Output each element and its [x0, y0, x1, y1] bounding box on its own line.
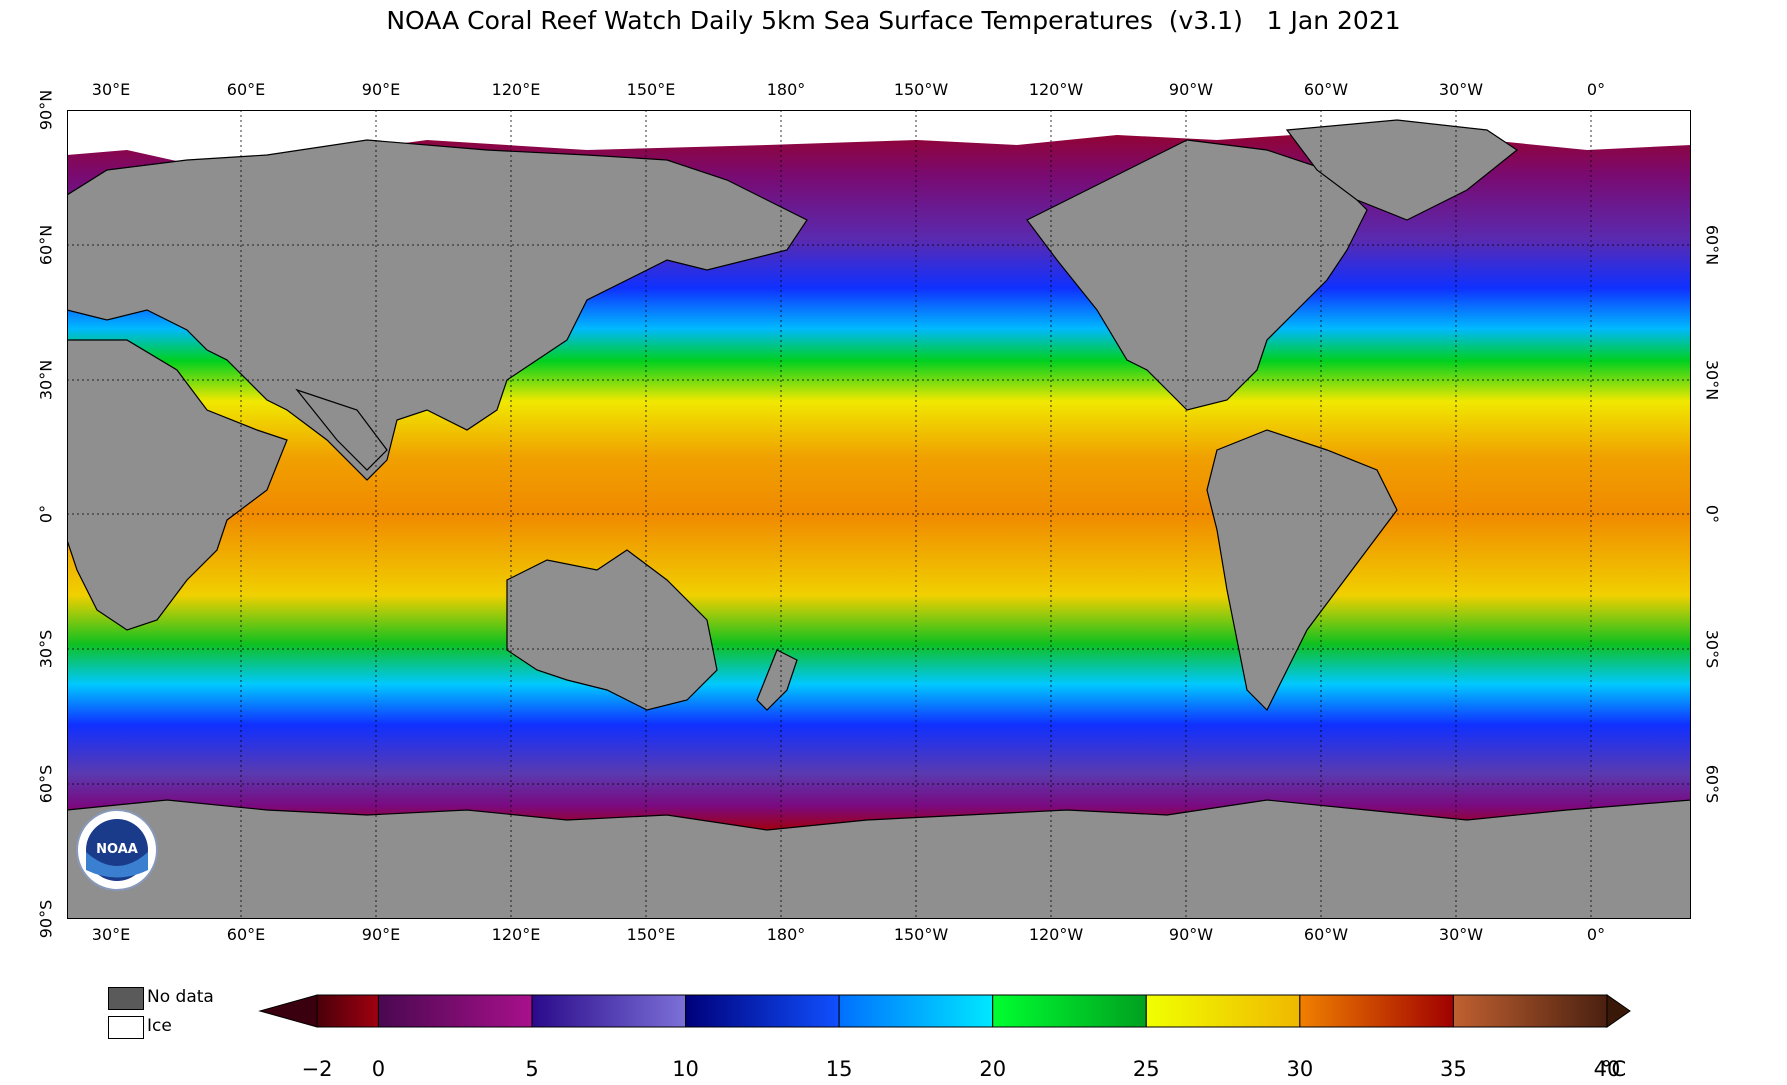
longitude-label-bottom: 30°W: [1438, 925, 1484, 944]
colorbar-band: [685, 994, 840, 1028]
longitude-label-top: 120°W: [1028, 80, 1084, 99]
colorbar-band: [377, 994, 533, 1028]
latitude-label-left: 90°N: [36, 89, 56, 131]
colorbar-tick-label: 5: [525, 1057, 539, 1081]
longitude-label-top: 150°W: [893, 80, 949, 99]
map-frame: [67, 110, 1691, 919]
colorbar-tick-label: −2: [301, 1057, 333, 1081]
colorbar: [258, 994, 1631, 1028]
longitude-label-top: 90°E: [361, 80, 401, 99]
colorbar-tick-label: 20: [979, 1057, 1007, 1081]
longitude-label-top: 60°E: [226, 80, 266, 99]
ice-swatch: [108, 1016, 144, 1039]
colorbar-band: [1299, 994, 1454, 1028]
arctic-ice: [67, 110, 1691, 170]
longitude-label-top: 90°W: [1168, 80, 1214, 99]
longitude-label-top: 30°W: [1438, 80, 1484, 99]
longitude-label-bottom: 150°E: [626, 925, 676, 944]
longitude-label-top: 60°W: [1303, 80, 1349, 99]
colorbar-band: [838, 994, 994, 1028]
colorbar-unit: °C: [1601, 1057, 1627, 1081]
colorbar-band: [316, 994, 379, 1028]
longitude-label-bottom: 120°W: [1028, 925, 1084, 944]
longitude-label-bottom: 120°E: [491, 925, 541, 944]
map-title: NOAA Coral Reef Watch Daily 5km Sea Surf…: [386, 6, 1401, 35]
latitude-label-left: 0°: [36, 504, 56, 524]
longitude-label-top: 180°: [766, 80, 806, 99]
colorbar-band: [531, 994, 687, 1028]
colorbar-tick-label: 35: [1440, 1057, 1467, 1081]
colorbar-tick-label: 30: [1286, 1057, 1314, 1081]
no-data-label: No data: [147, 987, 214, 1007]
longitude-label-bottom: 150°W: [893, 925, 949, 944]
colorbar-tick-label: 0: [371, 1057, 386, 1081]
colorbar-tick-label: 15: [825, 1057, 853, 1081]
longitude-label-bottom: 90°W: [1168, 925, 1214, 944]
longitude-label-bottom: 60°E: [226, 925, 266, 944]
colorbar-over-triangle: [1606, 994, 1631, 1028]
graticule: [67, 110, 1691, 919]
colorbar-tick-label: 25: [1132, 1057, 1160, 1081]
longitude-label-bottom: 90°E: [361, 925, 401, 944]
longitude-label-bottom: 30°E: [91, 925, 131, 944]
latitude-label-right: 30°S: [1702, 629, 1722, 669]
latitude-label-left: 60°S: [36, 764, 56, 804]
longitude-label-bottom: 0°: [1586, 925, 1606, 944]
latitude-label-right: 60°S: [1702, 764, 1722, 804]
colorbar-band: [1145, 994, 1301, 1028]
noaa-logo-text: NOAA: [96, 842, 138, 857]
colorbar-band: [1452, 994, 1608, 1028]
longitude-label-top: 150°E: [626, 80, 676, 99]
no-data-swatch: [108, 987, 144, 1010]
latitude-label-left: 30°N: [36, 359, 56, 401]
latitude-label-left: 90°S: [36, 899, 56, 939]
longitude-label-top: 30°E: [91, 80, 131, 99]
latitude-label-left: 30°S: [36, 629, 56, 669]
longitude-label-top: 0°: [1586, 80, 1606, 99]
latitude-label-right: 60°N: [1702, 224, 1722, 266]
colorbar-tick-label: 40: [1593, 1057, 1621, 1081]
longitude-label-bottom: 60°W: [1303, 925, 1349, 944]
colorbar-tick-label: 10: [672, 1057, 699, 1081]
latitude-label-right: 0°: [1702, 504, 1722, 524]
ice-label: Ice: [147, 1016, 172, 1036]
colorbar-band: [992, 994, 1147, 1028]
longitude-label-bottom: 180°: [766, 925, 806, 944]
colorbar-under-triangle: [258, 994, 318, 1028]
noaa-logo: NOAA: [76, 809, 158, 891]
latitude-label-right: 30°N: [1702, 359, 1722, 401]
land-masses: [67, 119, 1691, 919]
longitude-label-top: 120°E: [491, 80, 541, 99]
latitude-label-left: 60°N: [36, 224, 56, 266]
sst-map: NOAA: [67, 110, 1691, 919]
